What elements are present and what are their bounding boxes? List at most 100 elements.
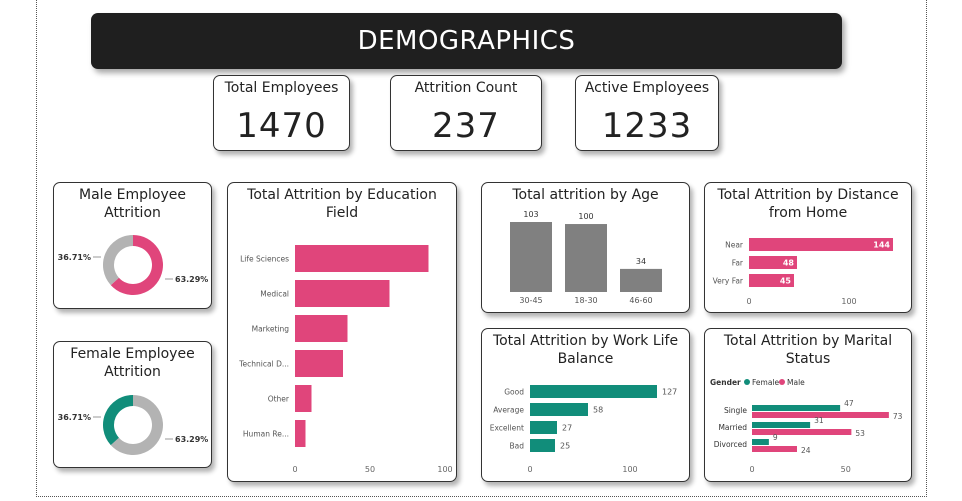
card-title-line: Field [325, 205, 359, 221]
bar [295, 350, 343, 377]
data-label: 48 [783, 259, 795, 268]
female-attrition-card[interactable]: Female Employee Attrition 36.71% 63.29% [53, 341, 212, 468]
bar [752, 422, 811, 428]
tick-label: 0 [292, 465, 297, 474]
data-label: 24 [801, 446, 811, 455]
marital-bar-chart[interactable]: Gender Female Male Single 47 73 Married 31 53 Div… [705, 329, 912, 482]
data-label: 73 [893, 412, 903, 421]
card-title: Total Attrition by Marital Status [709, 332, 907, 368]
bar [530, 385, 657, 398]
category-label: Married [718, 423, 747, 432]
education-attrition-card[interactable]: Total Attrition by Education Field Life … [227, 182, 457, 482]
age-bar-chart[interactable]: 103 30-45 100 18-30 34 46-60 [482, 183, 690, 313]
category-label: Divorced [714, 440, 748, 449]
category-label: Far [732, 259, 744, 268]
card-title: Female Employee Attrition [58, 345, 207, 381]
marital-attrition-card[interactable]: Total Attrition by Marital Status Gender… [704, 328, 912, 482]
tick-label: 100 [841, 297, 856, 306]
donut-slice [110, 235, 163, 295]
kpi-value: 1233 [601, 106, 693, 146]
data-label: 47 [844, 399, 854, 408]
bar [752, 429, 852, 435]
category-label: Excellent [490, 424, 524, 433]
bar [620, 268, 662, 292]
card-title-line: Attrition [104, 205, 161, 221]
card-title-line: Status [785, 351, 831, 367]
card-title-line: Total Attrition by Education [247, 187, 437, 203]
data-label: 36.71% [58, 413, 91, 422]
age-attrition-card[interactable]: Total attrition by Age 103 30-45 100 18-30 3… [481, 182, 690, 313]
bar [530, 439, 555, 452]
bar [752, 446, 797, 452]
tick-label: 0 [749, 465, 754, 474]
data-label: 27 [562, 424, 572, 433]
female-attrition-donut[interactable]: 36.71% 63.29% [54, 342, 212, 468]
category-label: Bad [509, 442, 524, 451]
data-label: 58 [593, 406, 603, 415]
tick-label: 50 [365, 465, 375, 474]
category-label: Very Far [713, 277, 744, 286]
kpi-value: 237 [432, 106, 500, 146]
bar [295, 420, 306, 447]
wlb-bar-chart[interactable]: Good 127 Average 58 Excellent 27 Bad 25 0 100 [482, 329, 690, 482]
bar [749, 238, 893, 251]
data-label: 9 [773, 433, 778, 442]
kpi-total-employees[interactable]: Total Employees 1470 [213, 75, 350, 151]
tick-label: 100 [622, 465, 637, 474]
legend-label: Male [787, 378, 805, 387]
category-label: Near [725, 241, 744, 250]
bar [295, 315, 348, 342]
data-label: 53 [855, 429, 865, 438]
education-bar-chart[interactable]: Life Sciences Medical Marketing Technical D… [228, 183, 457, 482]
kpi-label: Total Employees [224, 80, 339, 96]
tick-label: 100 [437, 465, 452, 474]
wlb-attrition-card[interactable]: Total Attrition by Work Life Balance Goo… [481, 328, 690, 482]
card-title: Male Employee Attrition [58, 186, 207, 222]
dashboard-frame [36, 0, 927, 497]
card-title-line: Balance [557, 351, 614, 367]
card-title-line: Total Attrition by Work Life [492, 333, 679, 349]
card-title: Total attrition by Age [486, 186, 685, 204]
data-label: 34 [636, 257, 646, 266]
bar [752, 405, 841, 411]
bar [565, 224, 607, 292]
distance-bar-chart[interactable]: Near 144 Far 48 Very Far 45 0 100 [705, 183, 912, 313]
bar [295, 280, 390, 307]
card-title-line: from Home [768, 205, 848, 221]
card-title-line: Total Attrition by Distance [717, 187, 899, 203]
kpi-attrition-count[interactable]: Attrition Count 237 [390, 75, 542, 151]
kpi-active-employees[interactable]: Active Employees 1233 [575, 75, 719, 151]
legend-swatch [779, 379, 785, 385]
category-label: 18-30 [574, 296, 597, 305]
male-attrition-card[interactable]: Male Employee Attrition 36.71% 63.29% [53, 182, 212, 309]
card-title-line: Total attrition by Age [512, 187, 659, 203]
kpi-label: Attrition Count [414, 80, 518, 96]
bar [530, 403, 588, 416]
tick-label: 0 [746, 297, 751, 306]
tick-label: 50 [841, 465, 851, 474]
card-title-line: Total Attrition by Marital [723, 333, 893, 349]
page-header: DEMOGRAPHICS [91, 13, 842, 69]
bar [752, 412, 889, 418]
bar [295, 245, 429, 272]
data-label: 36.71% [58, 253, 91, 262]
card-title: Total Attrition by Distance from Home [709, 186, 907, 222]
data-label: 100 [578, 212, 593, 221]
bar [749, 274, 794, 287]
card-title: Total Attrition by Education Field [232, 186, 452, 222]
male-attrition-donut[interactable]: 36.71% 63.29% [54, 183, 212, 309]
legend-label: Female [752, 378, 780, 387]
data-label: 25 [560, 442, 570, 451]
data-label: 103 [523, 210, 538, 219]
legend-title: Gender [710, 378, 741, 387]
bar [530, 421, 557, 434]
category-label: Average [493, 406, 524, 415]
data-label: 63.29% [175, 275, 208, 284]
distance-attrition-card[interactable]: Total Attrition by Distance from Home Ne… [704, 182, 912, 313]
bar [752, 439, 769, 445]
page-title: DEMOGRAPHICS [357, 26, 576, 56]
category-label: 30-45 [519, 296, 542, 305]
donut-slice [103, 235, 133, 286]
kpi-value: 1470 [236, 106, 327, 146]
data-label: 31 [814, 416, 824, 425]
